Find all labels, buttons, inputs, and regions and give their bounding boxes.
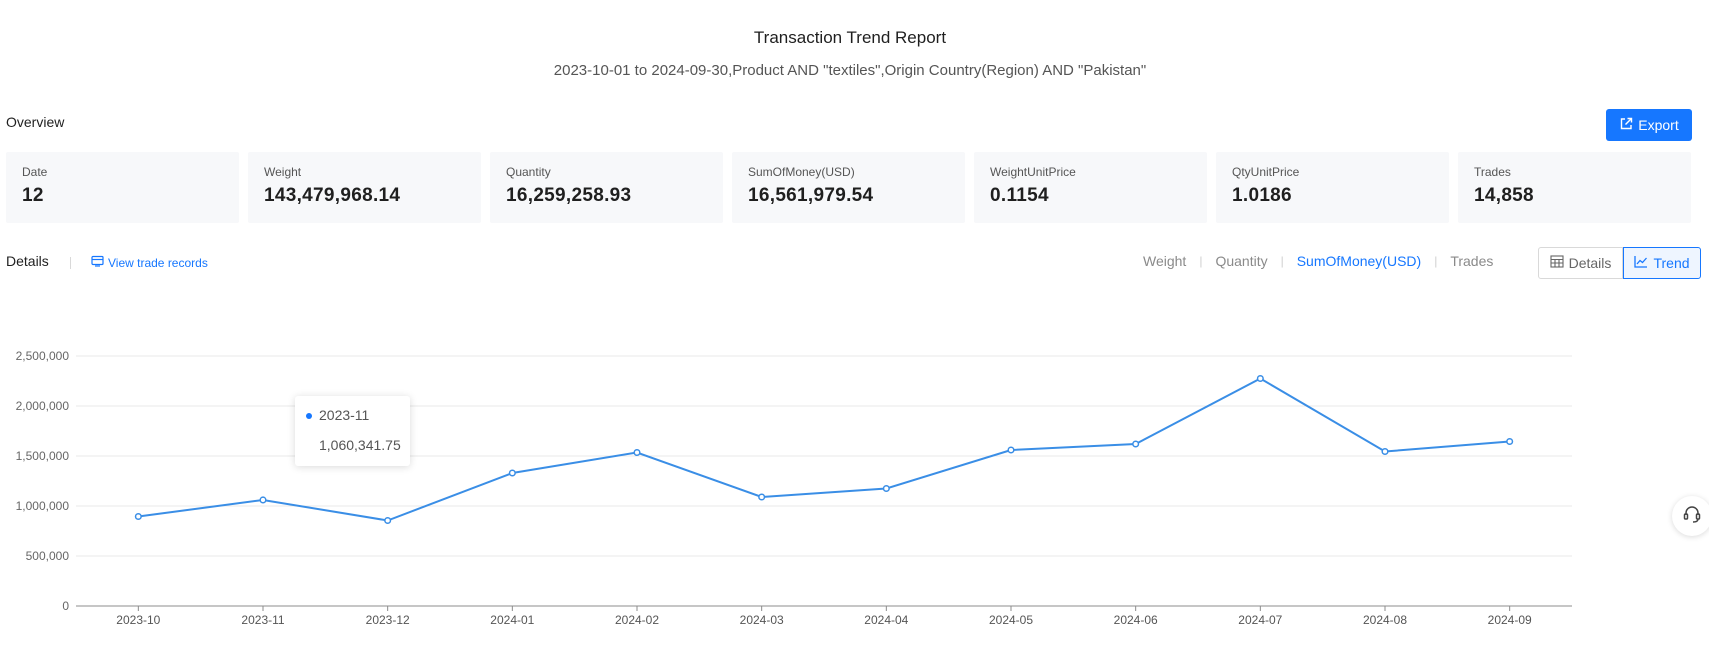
x-tick-label: 2024-04 — [864, 613, 908, 627]
x-tick-label: 2024-05 — [989, 613, 1033, 627]
data-point — [1007, 446, 1015, 454]
tab-weight[interactable]: Weight — [1143, 253, 1187, 269]
card-label: Quantity — [506, 165, 551, 179]
card-label: WeightUnitPrice — [990, 165, 1076, 179]
y-tick-label: 2,000,000 — [16, 399, 70, 413]
data-point — [134, 512, 142, 521]
card-label: Trades — [1474, 165, 1511, 179]
x-tick-label: 2023-12 — [366, 613, 410, 627]
details-view-button[interactable]: Details — [1538, 247, 1623, 279]
table-icon — [1550, 255, 1564, 271]
y-tick-label: 500,000 — [26, 549, 70, 563]
data-point — [384, 516, 392, 525]
headset-icon — [1682, 504, 1702, 529]
card-label: SumOfMoney(USD) — [748, 165, 855, 179]
x-tick-label: 2024-07 — [1238, 613, 1282, 627]
tab-sum-of-money[interactable]: SumOfMoney(USD) — [1296, 253, 1422, 269]
tab-separator: | — [1434, 254, 1438, 268]
card-date: Date 12 — [6, 152, 239, 223]
card-qty-unit-price: QtyUnitPrice 1.0186 — [1216, 152, 1449, 223]
tab-quantity[interactable]: Quantity — [1215, 253, 1268, 269]
data-point — [758, 493, 766, 501]
x-tick-label: 2024-08 — [1363, 613, 1407, 627]
data-point — [882, 484, 890, 493]
chart-tooltip: 2023-11 1,060,341.75 — [295, 396, 410, 466]
card-value: 1.0186 — [1232, 185, 1292, 206]
data-point — [633, 448, 641, 457]
trend-view-label: Trend — [1653, 255, 1690, 271]
x-tick-label: 2024-03 — [740, 613, 784, 627]
metric-tabs: Weight | Quantity | SumOfMoney(USD) | Tr… — [1143, 253, 1493, 269]
x-tick-label: 2024-02 — [615, 613, 659, 627]
data-point — [1506, 437, 1514, 446]
data-point — [259, 496, 267, 504]
card-value: 14,858 — [1474, 185, 1534, 206]
card-value: 16,561,979.54 — [748, 185, 874, 206]
export-label: Export — [1638, 117, 1679, 133]
card-value: 12 — [22, 185, 44, 206]
view-toggle: Details Trend — [1538, 247, 1701, 279]
tooltip-dot — [306, 413, 312, 419]
y-tick-label: 1,500,000 — [16, 449, 70, 463]
card-weight-unit-price: WeightUnitPrice 0.1154 — [974, 152, 1207, 223]
data-point — [1256, 374, 1264, 383]
data-point — [1132, 440, 1140, 448]
trend-view-button[interactable]: Trend — [1623, 247, 1701, 279]
data-point — [1381, 447, 1389, 456]
record-icon — [91, 255, 104, 270]
divider — [70, 257, 71, 269]
view-trade-records-label: View trade records — [108, 255, 208, 270]
series-line — [138, 377, 1510, 522]
export-button[interactable]: Export — [1606, 109, 1692, 141]
customer-support-button[interactable] — [1672, 496, 1709, 536]
card-weight: Weight 143,479,968.14 — [248, 152, 481, 223]
report-title: Transaction Trend Report — [753, 28, 947, 47]
x-tick-label: 2024-06 — [1114, 613, 1158, 627]
tab-separator: | — [1199, 254, 1203, 268]
card-trades: Trades 14,858 — [1458, 152, 1691, 223]
trend-line-chart: 0 500,000 1,000,000 1,500,000 2,000,000 2,500… — [16, 349, 1572, 627]
details-view-label: Details — [1568, 255, 1612, 271]
overview-label: Overview — [6, 114, 65, 130]
card-label: Weight — [264, 165, 302, 179]
y-tick-label: 1,000,000 — [16, 499, 70, 513]
x-tick-label: 2024-09 — [1488, 613, 1532, 627]
tooltip-label: 2023-11 — [319, 407, 370, 423]
card-label: QtyUnitPrice — [1232, 165, 1300, 179]
card-value: 16,259,258.93 — [506, 185, 632, 206]
card-sum-of-money: SumOfMoney(USD) 16,561,979.54 — [732, 152, 965, 223]
report-subtitle: 2023-10-01 to 2024-09-30,Product AND "te… — [553, 62, 1147, 79]
card-value: 143,479,968.14 — [264, 185, 401, 206]
external-link-icon — [1619, 117, 1633, 134]
y-tick-label: 0 — [62, 599, 69, 613]
card-label: Date — [22, 165, 48, 179]
overview-cards: Date 12 Weight 143,479,968.14 Quantity 1… — [6, 152, 1691, 223]
card-value: 0.1154 — [990, 185, 1049, 206]
x-tick-label: 2023-11 — [241, 613, 284, 627]
tab-separator: | — [1280, 254, 1284, 268]
tooltip-value: 1,060,341.75 — [319, 437, 401, 453]
view-trade-records-link[interactable]: View trade records — [91, 255, 208, 270]
tab-trades[interactable]: Trades — [1450, 253, 1494, 269]
x-tick-label: 2024-01 — [490, 613, 534, 627]
y-tick-label: 2,500,000 — [16, 349, 70, 363]
details-label: Details — [6, 253, 49, 269]
data-point — [508, 469, 516, 477]
trend-icon — [1634, 255, 1648, 271]
card-quantity: Quantity 16,259,258.93 — [490, 152, 723, 223]
x-tick-label: 2023-10 — [116, 613, 160, 627]
